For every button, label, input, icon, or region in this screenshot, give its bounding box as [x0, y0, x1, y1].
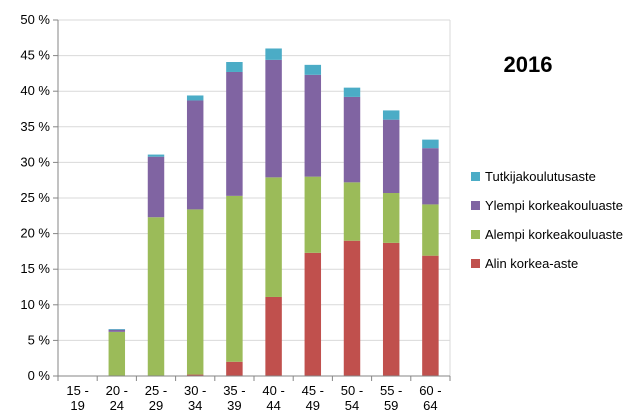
bars — [108, 48, 439, 376]
x-tick-label: 45 -49 — [302, 383, 324, 413]
y-tick-label: 25 % — [20, 190, 50, 205]
bar-segment — [265, 48, 282, 60]
legend-label: Tutkijakoulutusaste — [485, 169, 596, 184]
bar-segment — [343, 96, 361, 183]
bar-segment — [304, 64, 322, 75]
legend-item: Ylempi korkeakouluaste — [471, 198, 623, 213]
bar-segment — [382, 242, 400, 376]
y-axis-ticks: 0 % 5 % 10 % 15 % 20 % 25 % 30 % 35 % 40 % 45 % 50… — [20, 12, 58, 383]
bar-segment — [108, 329, 126, 332]
y-tick-label: 40 % — [20, 83, 50, 98]
bar-segment — [226, 62, 243, 72]
x-tick-label: 35 -39 — [223, 383, 245, 413]
legend: Tutkijakoulutusaste Ylempi korkeakouluast… — [471, 169, 623, 271]
bar-segment — [108, 331, 126, 376]
bar-segment — [226, 195, 243, 362]
bar-segment — [304, 74, 322, 177]
x-tick-label: 60 -64 — [419, 383, 441, 413]
y-tick-label: 0 % — [28, 368, 51, 383]
bar-segment — [186, 95, 204, 101]
legend-swatch — [471, 172, 480, 181]
bar-segment — [422, 139, 439, 149]
bar-segment — [343, 87, 361, 97]
bar-segment — [422, 204, 439, 256]
bar-segment — [265, 296, 282, 376]
bar-segment — [186, 100, 204, 210]
y-tick-label: 50 % — [20, 12, 50, 27]
x-axis-ticks: 15 -19 20 -24 25 -29 30 -34 35 -39 40 -44 45 -… — [66, 383, 441, 413]
bar-segment — [147, 156, 165, 218]
legend-swatch — [471, 230, 480, 239]
y-tick-label: 30 % — [20, 154, 50, 169]
bar-segment — [186, 209, 204, 375]
bar-segment — [304, 176, 322, 253]
bar-segment — [226, 361, 243, 376]
bar-segment — [265, 59, 282, 178]
gridlines — [58, 19, 451, 376]
bar-segment — [147, 154, 165, 157]
x-tick-label: 30 -34 — [184, 383, 206, 413]
x-tick-label: 55 -59 — [380, 383, 402, 413]
bar-segment — [108, 329, 126, 330]
bar-segment — [422, 255, 439, 376]
legend-swatch — [471, 259, 480, 268]
bar-segment — [304, 252, 322, 376]
legend-label: Ylempi korkeakouluaste — [485, 198, 623, 213]
y-tick-label: 5 % — [28, 332, 51, 347]
chart-title: 2016 — [504, 52, 553, 77]
legend-swatch — [471, 201, 480, 210]
y-tick-label: 10 % — [20, 297, 50, 312]
legend-label: Alempi korkeakouluaste — [485, 227, 623, 242]
y-tick-label: 45 % — [20, 48, 50, 63]
y-tick-label: 20 % — [20, 226, 50, 241]
bar-segment — [343, 240, 361, 376]
bar-segment — [382, 119, 400, 194]
x-tick-label: 15 -19 — [66, 383, 88, 413]
bar-segment — [186, 374, 204, 376]
y-tick-label: 15 % — [20, 261, 50, 276]
x-tick-label: 40 -44 — [262, 383, 284, 413]
legend-item: Alin korkea-aste — [471, 256, 578, 271]
bar-segment — [382, 110, 400, 120]
legend-item: Tutkijakoulutusaste — [471, 169, 596, 184]
bar-segment — [343, 182, 361, 241]
x-tick-label: 50 -54 — [341, 383, 363, 413]
x-tick-label: 20 -24 — [106, 383, 128, 413]
bar-segment — [382, 193, 400, 243]
x-tick-label: 25 -29 — [145, 383, 167, 413]
legend-label: Alin korkea-aste — [485, 256, 578, 271]
x-axis — [57, 20, 451, 381]
legend-item: Alempi korkeakouluaste — [471, 227, 623, 242]
y-tick-label: 35 % — [20, 119, 50, 134]
bar-segment — [147, 217, 165, 376]
bar-segment — [265, 177, 282, 297]
bar-segment — [226, 71, 243, 196]
bar-segment — [422, 148, 439, 205]
